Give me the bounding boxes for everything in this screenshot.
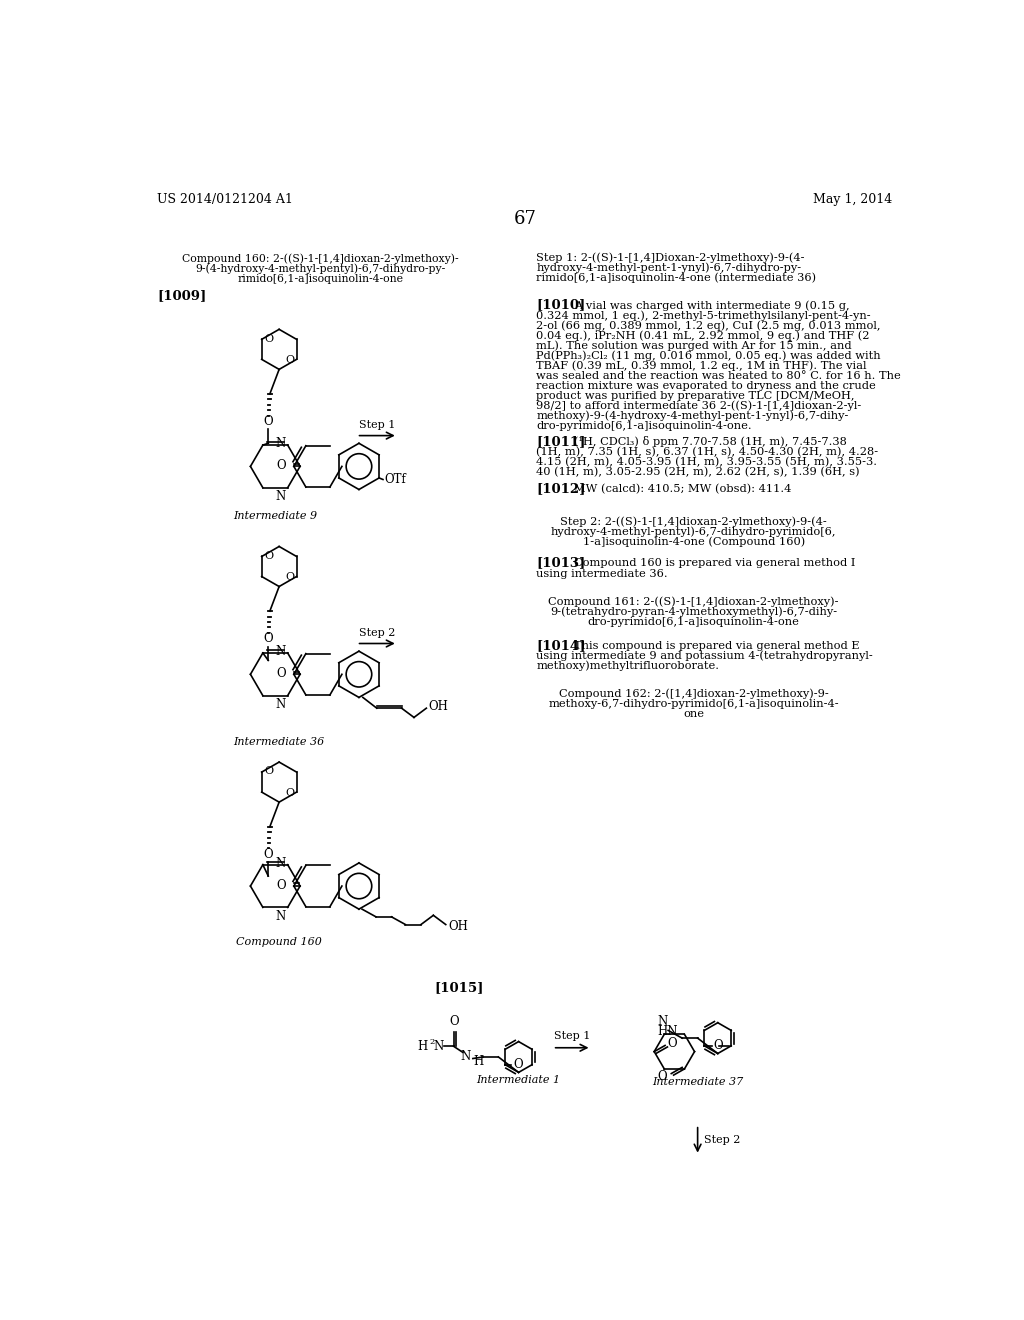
Text: N: N	[275, 645, 286, 657]
Text: 40 (1H, m), 3.05-2.95 (2H, m), 2.62 (2H, s), 1.39 (6H, s): 40 (1H, m), 3.05-2.95 (2H, m), 2.62 (2H,…	[537, 466, 860, 477]
Text: US 2014/0121204 A1: US 2014/0121204 A1	[158, 193, 293, 206]
Text: N: N	[275, 698, 286, 711]
Text: N: N	[433, 1040, 443, 1053]
Text: Step 1: Step 1	[554, 1031, 590, 1040]
Text: reaction mixture was evaporated to dryness and the crude: reaction mixture was evaporated to dryne…	[537, 380, 877, 391]
Text: O: O	[276, 459, 286, 473]
Text: using intermediate 36.: using intermediate 36.	[537, 569, 668, 578]
Text: OH: OH	[429, 700, 449, 713]
Text: Step 2: Step 2	[703, 1135, 740, 1146]
Text: [1009]: [1009]	[158, 289, 207, 302]
Text: Compound 160 is prepared via general method I: Compound 160 is prepared via general met…	[573, 558, 855, 569]
Text: dro-pyrimido[6,1-a]isoquinolin-4-one.: dro-pyrimido[6,1-a]isoquinolin-4-one.	[537, 421, 752, 430]
Text: rimido[6,1-a]isoquinolin-4-one (intermediate 36): rimido[6,1-a]isoquinolin-4-one (intermed…	[537, 272, 816, 282]
Text: one: one	[683, 709, 705, 719]
Text: This compound is prepared via general method E: This compound is prepared via general me…	[573, 642, 859, 651]
Text: [1013]: [1013]	[537, 557, 586, 569]
Text: 2-ol (66 mg, 0.389 mmol, 1.2 eq), CuI (2.5 mg, 0.013 mmol,: 2-ol (66 mg, 0.389 mmol, 1.2 eq), CuI (2…	[537, 319, 881, 330]
Text: HN: HN	[657, 1024, 678, 1038]
Text: product was purified by preparative TLC [DCM/MeOH,: product was purified by preparative TLC …	[537, 391, 855, 401]
Text: 0.324 mmol, 1 eq.), 2-methyl-5-trimethylsilanyl-pent-4-yn-: 0.324 mmol, 1 eq.), 2-methyl-5-trimethyl…	[537, 310, 871, 321]
Text: using intermediate 9 and potassium 4-(tetrahydropyranyl-: using intermediate 9 and potassium 4-(te…	[537, 651, 873, 661]
Text: O: O	[264, 334, 273, 343]
Text: O: O	[276, 879, 286, 892]
Text: H: H	[418, 1040, 428, 1053]
Text: H: H	[473, 1055, 483, 1068]
Text: Intermediate 37: Intermediate 37	[652, 1077, 743, 1088]
Text: N: N	[275, 490, 286, 503]
Text: 1-a]isoquinolin-4-one (Compound 160): 1-a]isoquinolin-4-one (Compound 160)	[583, 536, 805, 546]
Text: MW (calcd): 410.5; MW (obsd): 411.4: MW (calcd): 410.5; MW (obsd): 411.4	[573, 483, 791, 494]
Text: Compound 160: Compound 160	[237, 937, 323, 948]
Text: [1011]: [1011]	[537, 434, 586, 447]
Text: O: O	[657, 1071, 668, 1084]
Text: OTf: OTf	[384, 473, 407, 486]
Text: was sealed and the reaction was heated to 80° C. for 16 h. The: was sealed and the reaction was heated t…	[537, 371, 901, 380]
Text: O: O	[450, 1015, 459, 1028]
Text: hydroxy-4-methyl-pentyl)-6,7-dihydro-pyrimido[6,: hydroxy-4-methyl-pentyl)-6,7-dihydro-pyr…	[551, 527, 837, 537]
Text: O: O	[264, 767, 273, 776]
Text: 0.04 eq.), iPr₂NH (0.41 mL, 2.92 mmol, 9 eq.) and THF (2: 0.04 eq.), iPr₂NH (0.41 mL, 2.92 mmol, 9…	[537, 330, 870, 341]
Text: O: O	[285, 573, 294, 582]
Text: Compound 160: 2-((S)-1-[1,4]dioxan-2-ylmethoxy)-: Compound 160: 2-((S)-1-[1,4]dioxan-2-ylm…	[182, 253, 459, 264]
Text: N: N	[275, 909, 286, 923]
Text: Step 2: Step 2	[359, 628, 395, 638]
Text: N: N	[275, 437, 286, 450]
Text: 98/2] to afford intermediate 36 2-((S)-1-[1,4]dioxan-2-yl-: 98/2] to afford intermediate 36 2-((S)-1…	[537, 400, 861, 411]
Text: Intermediate 1: Intermediate 1	[476, 1076, 561, 1085]
Text: 4.15 (2H, m), 4.05-3.95 (1H, m), 3.95-3.55 (5H, m), 3.55-3.: 4.15 (2H, m), 4.05-3.95 (1H, m), 3.95-3.…	[537, 457, 878, 467]
Text: Intermediate 36: Intermediate 36	[233, 737, 325, 747]
Text: Step 1: Step 1	[359, 420, 395, 430]
Text: O: O	[264, 550, 273, 561]
Text: N: N	[657, 1015, 668, 1028]
Text: 9-(4-hydroxy-4-methyl-pentyl)-6,7-dihydro-py-: 9-(4-hydroxy-4-methyl-pentyl)-6,7-dihydr…	[196, 264, 445, 275]
Text: O: O	[285, 355, 294, 366]
Text: rimido[6,1-a]isoquinolin-4-one: rimido[6,1-a]isoquinolin-4-one	[238, 275, 403, 284]
Text: O: O	[263, 847, 273, 861]
Text: O: O	[285, 788, 294, 797]
Text: Compound 161: 2-((S)-1-[1,4]dioxan-2-ylmethoxy)-: Compound 161: 2-((S)-1-[1,4]dioxan-2-ylm…	[549, 597, 839, 607]
Text: Step 2: 2-((S)-1-[1,4]dioxan-2-ylmethoxy)-9-(4-: Step 2: 2-((S)-1-[1,4]dioxan-2-ylmethoxy…	[560, 516, 827, 527]
Text: May 1, 2014: May 1, 2014	[813, 193, 892, 206]
Text: Compound 162: 2-([1,4]dioxan-2-ylmethoxy)-9-: Compound 162: 2-([1,4]dioxan-2-ylmethoxy…	[559, 689, 828, 700]
Text: O: O	[714, 1039, 723, 1052]
Text: 67: 67	[513, 210, 537, 228]
Text: methoxy-6,7-dihydro-pyrimido[6,1-a]isoquinolin-4-: methoxy-6,7-dihydro-pyrimido[6,1-a]isoqu…	[549, 700, 839, 709]
Text: dro-pyrimido[6,1-a]isoquinolin-4-one: dro-pyrimido[6,1-a]isoquinolin-4-one	[588, 616, 800, 627]
Text: [1014]: [1014]	[537, 639, 586, 652]
Text: O: O	[263, 632, 273, 645]
Text: O: O	[263, 416, 273, 428]
Text: [1012]: [1012]	[537, 482, 586, 495]
Text: (1H, m), 7.35 (1H, s), 6.37 (1H, s), 4.50-4.30 (2H, m), 4.28-: (1H, m), 7.35 (1H, s), 6.37 (1H, s), 4.5…	[537, 446, 879, 457]
Text: OH: OH	[449, 920, 468, 933]
Text: O: O	[513, 1059, 522, 1072]
Text: O: O	[276, 667, 286, 680]
Text: Step 1: 2-((S)-1-[1,4]Dioxan-2-ylmethoxy)-9-(4-: Step 1: 2-((S)-1-[1,4]Dioxan-2-ylmethoxy…	[537, 252, 805, 263]
Text: N: N	[275, 857, 286, 870]
Text: Pd(PPh₃)₂Cl₂ (11 mg, 0.016 mmol, 0.05 eq.) was added with: Pd(PPh₃)₂Cl₂ (11 mg, 0.016 mmol, 0.05 eq…	[537, 350, 881, 360]
Text: mL). The solution was purged with Ar for 15 min., and: mL). The solution was purged with Ar for…	[537, 341, 852, 351]
Text: methoxy)-9-(4-hydroxy-4-methyl-pent-1-ynyl)-6,7-dihy-: methoxy)-9-(4-hydroxy-4-methyl-pent-1-yn…	[537, 411, 849, 421]
Text: Intermediate 9: Intermediate 9	[233, 511, 317, 521]
Text: O: O	[668, 1038, 677, 1051]
Text: [1015]: [1015]	[434, 982, 483, 994]
Text: A vial was charged with intermediate 9 (0.15 g,: A vial was charged with intermediate 9 (…	[573, 300, 849, 310]
Text: N: N	[461, 1051, 471, 1064]
Text: methoxy)methyltrifluoroborate.: methoxy)methyltrifluoroborate.	[537, 660, 720, 671]
Text: 9-(tetrahydro-pyran-4-ylmethoxymethyl)-6,7-dihy-: 9-(tetrahydro-pyran-4-ylmethoxymethyl)-6…	[550, 606, 838, 616]
Text: hydroxy-4-methyl-pent-1-ynyl)-6,7-dihydro-py-: hydroxy-4-methyl-pent-1-ynyl)-6,7-dihydr…	[537, 263, 802, 273]
Text: 2: 2	[430, 1038, 435, 1045]
Text: (¹H, CDCl₃) δ ppm 7.70-7.58 (1H, m), 7.45-7.38: (¹H, CDCl₃) δ ppm 7.70-7.58 (1H, m), 7.4…	[573, 436, 847, 447]
Text: TBAF (0.39 mL, 0.39 mmol, 1.2 eq., 1M in THF). The vial: TBAF (0.39 mL, 0.39 mmol, 1.2 eq., 1M in…	[537, 360, 867, 371]
Text: [1010]: [1010]	[537, 298, 586, 312]
